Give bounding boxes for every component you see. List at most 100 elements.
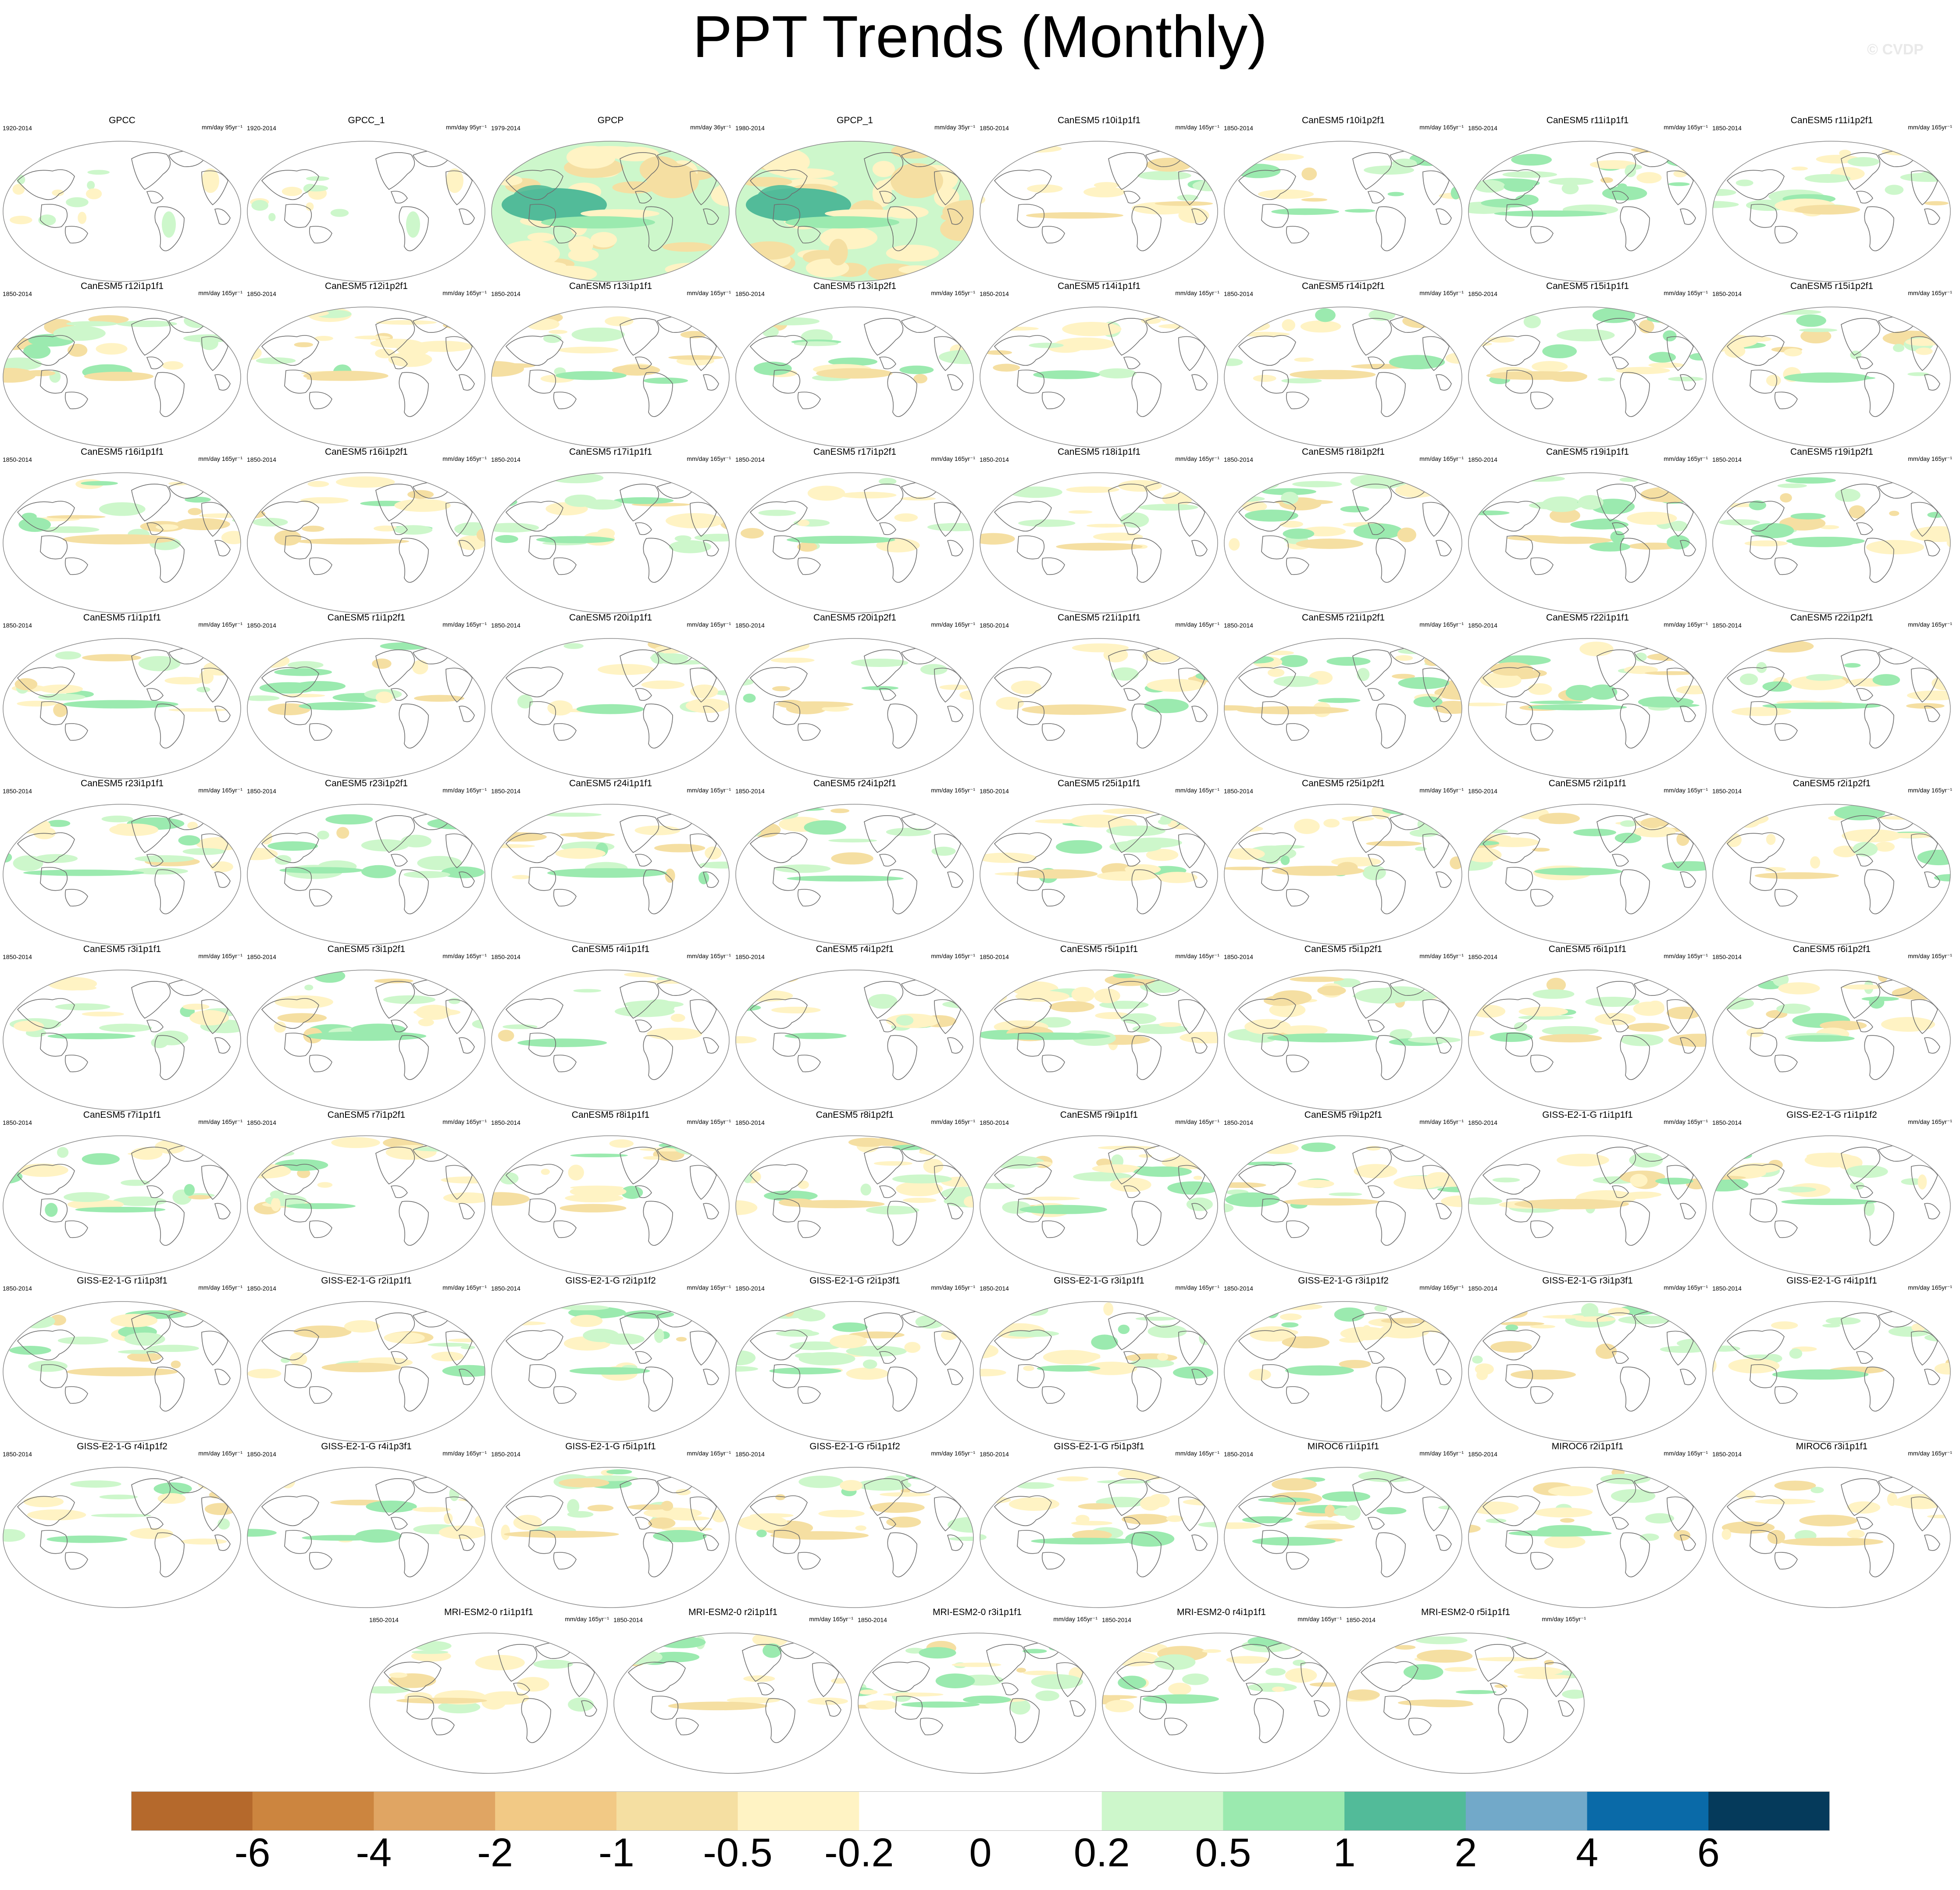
trend-patch	[296, 538, 410, 545]
panel-title: CanESM5 r4i1p2f1	[816, 944, 894, 954]
trend-patch	[401, 834, 431, 848]
map-border	[735, 141, 974, 282]
trend-patch	[1110, 1177, 1151, 1192]
panel-units: mm/day 165yr⁻¹	[931, 952, 975, 959]
trend-patch	[374, 525, 399, 531]
trend-patch	[764, 1190, 818, 1202]
coastline	[749, 832, 808, 863]
trend-patch	[1118, 1676, 1147, 1690]
trend-patch	[651, 652, 668, 664]
panel-title: CanESM5 r8i1p1f1	[571, 1110, 650, 1120]
coastline	[994, 169, 1052, 200]
trend-patch	[597, 664, 654, 675]
trend-patch	[162, 211, 176, 238]
trend-patch	[412, 660, 428, 674]
trend-patch	[446, 168, 463, 193]
trend-patch	[259, 682, 317, 694]
coastline	[1482, 998, 1540, 1029]
panel-title: CanESM5 r16i1p1f1	[80, 447, 164, 457]
panel-units: mm/day 165yr⁻¹	[1419, 1284, 1464, 1291]
panel-title: CanESM5 r12i1p1f1	[80, 281, 164, 291]
coastline	[702, 374, 719, 391]
panel-units: mm/day 36yr⁻¹	[690, 124, 731, 131]
coastline	[1367, 357, 1385, 370]
panel-units: mm/day 165yr⁻¹	[442, 1118, 487, 1125]
map-svg	[1468, 804, 1707, 945]
trend-patch	[1141, 317, 1161, 324]
trend-patch	[770, 657, 815, 663]
trend-patch	[1055, 337, 1115, 350]
map-border	[247, 1301, 485, 1442]
panel-units: mm/day 165yr⁻¹	[931, 1118, 975, 1125]
trend-patch	[846, 1367, 889, 1380]
panel-title: GPCP_1	[837, 115, 873, 125]
trend-patch	[1866, 540, 1924, 555]
trend-patch	[985, 350, 1012, 355]
coastline	[40, 1032, 68, 1057]
trend-patch	[1018, 519, 1076, 527]
map-panel: MRI-ESM2-0 r4i1p1f1 1850-2014 mm/day 165yr…	[1099, 1607, 1343, 1774]
trend-patch	[3, 488, 30, 502]
coastline	[1238, 501, 1296, 532]
trend-patch	[476, 528, 485, 542]
coastline	[201, 833, 228, 869]
panel-title: CanESM5 r25i1p1f1	[1057, 778, 1141, 788]
trend-patch	[1113, 973, 1135, 978]
trend-patch	[1756, 662, 1767, 673]
coastline	[1597, 484, 1636, 521]
map-panel: CanESM5 r5i1p1f1 1850-2014 mm/day 165yr⁻¹	[977, 944, 1221, 1111]
trend-patch	[1716, 1305, 1762, 1317]
coastline	[1856, 1185, 1873, 1198]
coastline	[17, 169, 75, 200]
trend-patch	[609, 1139, 634, 1148]
colorbar-tick-label: 0	[969, 1830, 992, 1875]
trend-patch	[879, 1492, 931, 1497]
trend-patch	[1515, 194, 1539, 205]
map-svg	[1224, 141, 1462, 282]
coastline	[1750, 1032, 1778, 1057]
trend-patch	[396, 1697, 487, 1704]
panel-units: mm/day 165yr⁻¹	[1908, 1118, 1952, 1125]
panel-title: GISS-E2-1-G r5i1p1f1	[565, 1441, 656, 1451]
trend-patch	[443, 1192, 485, 1204]
trend-patch	[1285, 1668, 1317, 1683]
trend-patch	[543, 334, 562, 343]
coastline	[1545, 1662, 1572, 1697]
coastline	[399, 372, 429, 417]
trend-patch	[693, 265, 729, 282]
trend-patch	[1258, 189, 1314, 199]
coastline	[1924, 540, 1940, 556]
coastline	[261, 1164, 319, 1195]
trend-patch	[203, 324, 241, 329]
map-svg	[1224, 1135, 1462, 1277]
coastline	[553, 1552, 577, 1570]
coastline	[399, 1201, 429, 1246]
trend-patch	[1799, 328, 1838, 332]
panel-title: CanESM5 r13i1p2f1	[813, 281, 897, 291]
coastline	[947, 540, 963, 556]
trend-patch	[1394, 1645, 1416, 1650]
trend-patch	[205, 1476, 223, 1486]
trend-patch	[1265, 1668, 1286, 1676]
trend-patch	[661, 1501, 674, 1511]
trend-patch	[547, 868, 667, 878]
map-panel: CanESM5 r7i1p2f1 1850-2014 mm/day 165yr⁻¹	[244, 1109, 488, 1277]
coastline	[1191, 208, 1208, 225]
trend-patch	[1924, 201, 1949, 206]
coastline	[1376, 1532, 1406, 1577]
coastline	[702, 1203, 719, 1220]
coastline	[1530, 1552, 1554, 1570]
coastline	[1286, 723, 1309, 741]
map-border	[735, 1301, 974, 1442]
trend-patch	[1548, 1486, 1593, 1496]
coastline	[1597, 981, 1636, 1019]
coastline	[749, 1164, 808, 1195]
trend-patch	[294, 342, 314, 347]
trend-patch	[674, 535, 691, 542]
coastline	[445, 1330, 473, 1366]
trend-patch	[1494, 210, 1607, 217]
trend-patch	[533, 1659, 573, 1669]
trend-patch	[1881, 1017, 1935, 1032]
coastline	[214, 1534, 231, 1551]
trend-patch	[1083, 186, 1125, 198]
